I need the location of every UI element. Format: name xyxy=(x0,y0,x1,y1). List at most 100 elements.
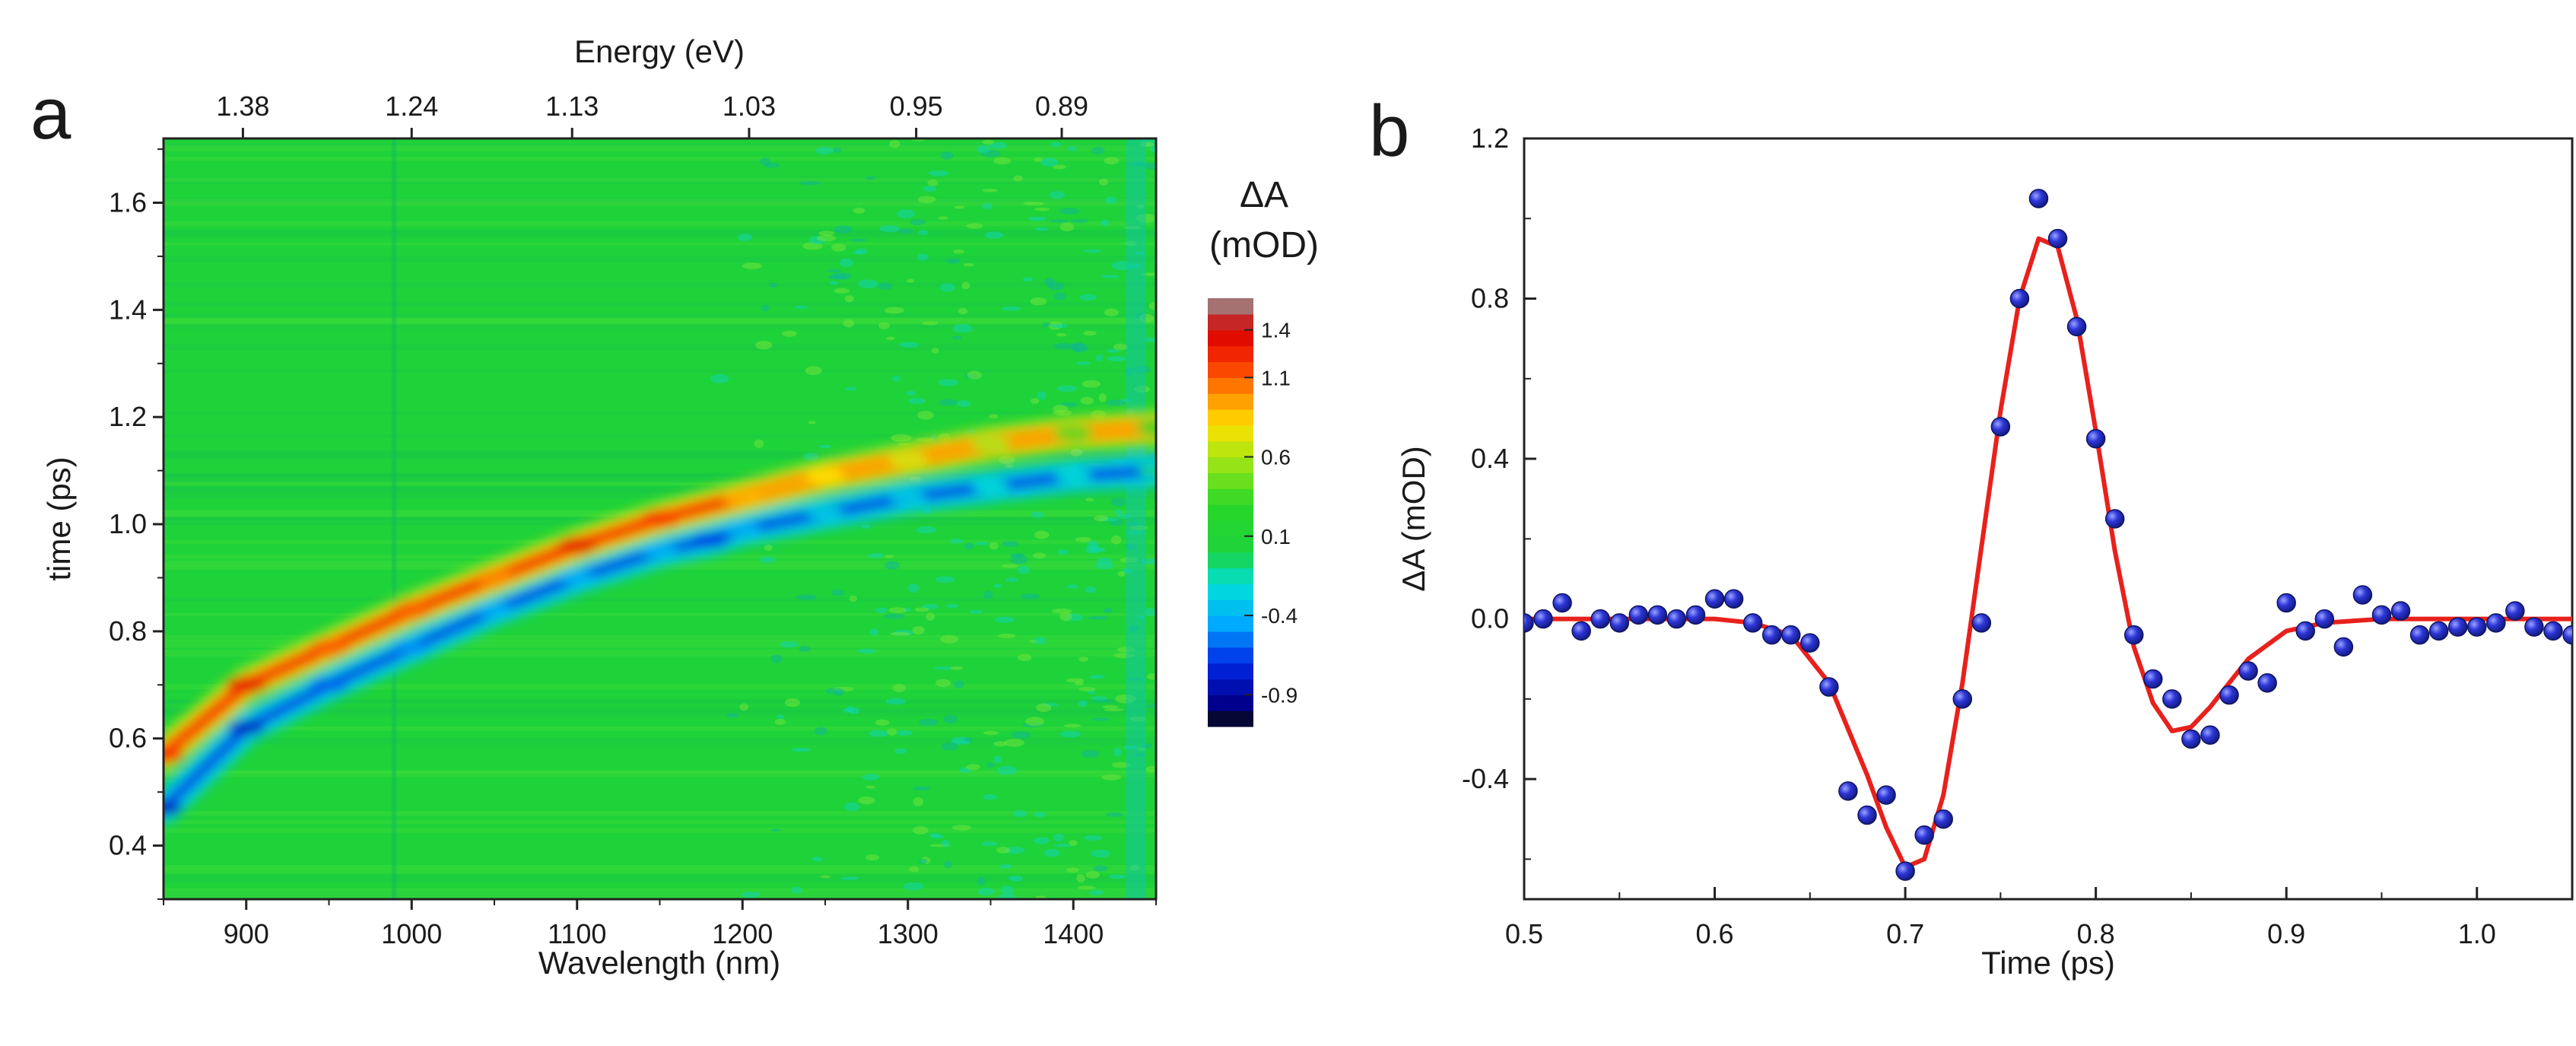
texture-stripe xyxy=(164,412,1156,415)
negative-ridge-point xyxy=(889,490,926,504)
panel-a-x-tick-label: 1000 xyxy=(381,918,442,949)
texture-speckle xyxy=(891,434,912,442)
data-point xyxy=(1876,785,1896,805)
texture-speckle xyxy=(1107,356,1127,362)
texture-stripe xyxy=(164,891,1156,898)
texture-speckle xyxy=(1079,294,1097,301)
texture-speckle xyxy=(941,742,959,751)
colorbar-step xyxy=(1208,711,1253,727)
texture-speckle xyxy=(1093,865,1109,872)
texture-speckle xyxy=(1022,277,1034,281)
texture-stripe xyxy=(164,434,1156,438)
texture-speckle xyxy=(1145,607,1156,617)
positive-ridge-point xyxy=(805,467,845,485)
texture-stripe xyxy=(164,495,1156,498)
texture-speckle xyxy=(827,269,842,273)
texture-speckle xyxy=(917,196,936,203)
texture-stripe xyxy=(164,452,1156,459)
positive-ridge-point xyxy=(640,510,680,527)
texture-speckle xyxy=(726,713,739,718)
panel-a-top-tick-label: 1.38 xyxy=(216,91,269,122)
data-point xyxy=(2466,617,2487,637)
texture-speckle xyxy=(1082,380,1101,388)
texture-speckle xyxy=(976,145,990,154)
data-point xyxy=(2238,661,2258,681)
texture-speckle xyxy=(1110,498,1126,507)
texture-speckle xyxy=(957,400,971,408)
texture-speckle xyxy=(1077,885,1096,890)
texture-speckle xyxy=(1059,208,1079,215)
texture-speckle xyxy=(1110,535,1122,545)
texture-speckle xyxy=(1098,178,1108,186)
data-point xyxy=(2295,621,2315,641)
negative-ridge-point xyxy=(1055,469,1092,483)
texture-stripe xyxy=(164,481,1156,486)
colorbar-step xyxy=(1208,377,1253,394)
data-point xyxy=(1533,609,1553,629)
data-point xyxy=(1723,589,1744,609)
colorbar-steps xyxy=(1208,298,1253,727)
texture-speckle xyxy=(833,147,842,154)
data-point xyxy=(2486,613,2506,633)
texture-speckle xyxy=(1050,141,1061,147)
negative-ridge-point xyxy=(807,506,843,520)
texture-speckle xyxy=(1101,219,1110,227)
texture-speckle xyxy=(1083,249,1103,253)
negative-ridge-point xyxy=(1138,463,1156,478)
panel-a-x-tick-label: 900 xyxy=(224,918,269,949)
texture-speckle xyxy=(799,645,811,653)
texture-speckle xyxy=(931,348,939,354)
texture-speckle xyxy=(908,398,926,404)
data-point xyxy=(1590,609,1610,629)
texture-speckle xyxy=(943,860,953,869)
texture-speckle xyxy=(1091,696,1107,701)
texture-stripe xyxy=(164,707,1156,713)
texture-stripe xyxy=(164,487,1156,495)
texture-stripe xyxy=(164,302,1156,307)
colorbar-step xyxy=(1208,409,1253,426)
colorbar-step xyxy=(1208,615,1253,632)
texture-speckle xyxy=(1030,297,1047,306)
texture-speckle xyxy=(1034,637,1047,645)
texture-speckle xyxy=(1114,509,1123,515)
texture-speckle xyxy=(875,719,890,726)
data-point xyxy=(2505,601,2525,621)
texture-speckle xyxy=(814,726,828,736)
texture-speckle xyxy=(914,607,929,612)
texture-speckle xyxy=(769,282,778,288)
texture-speckle xyxy=(1024,717,1044,726)
texture-speckle xyxy=(1067,146,1077,151)
texture-speckle xyxy=(862,524,870,529)
texture-speckle xyxy=(1145,765,1156,773)
texture-speckle xyxy=(1144,704,1156,708)
texture-speckle xyxy=(897,228,913,234)
texture-stripe xyxy=(164,454,1156,460)
texture-speckle xyxy=(1102,705,1119,709)
texture-speckle xyxy=(1078,687,1096,692)
texture-speckle xyxy=(910,218,926,226)
positive-ridge-point xyxy=(557,537,597,555)
texture-speckle xyxy=(940,634,958,644)
texture-speckle xyxy=(737,233,752,242)
positive-ridge-point xyxy=(888,451,928,469)
texture-speckle xyxy=(999,863,1012,870)
texture-speckle xyxy=(818,444,832,449)
texture-speckle xyxy=(791,748,812,752)
texture-speckle xyxy=(964,736,973,742)
colorbar-tick-label: 1.1 xyxy=(1261,366,1291,389)
texture-speckle xyxy=(1037,391,1047,400)
data-point xyxy=(2143,669,2163,689)
colorbar-step xyxy=(1208,329,1253,347)
panel-a-top-tick-label: 1.13 xyxy=(545,91,599,122)
texture-stripe xyxy=(164,230,1156,237)
texture-speckle xyxy=(906,390,916,396)
texture-stripe xyxy=(164,770,1156,774)
texture-speckle xyxy=(916,253,929,261)
texture-speckle xyxy=(742,891,761,898)
texture-speckle xyxy=(913,786,930,791)
texture-speckle xyxy=(834,288,850,294)
colorbar-step xyxy=(1208,361,1253,378)
texture-vertical-line xyxy=(392,138,397,899)
texture-speckle xyxy=(997,633,1016,639)
texture-speckle xyxy=(948,539,964,544)
